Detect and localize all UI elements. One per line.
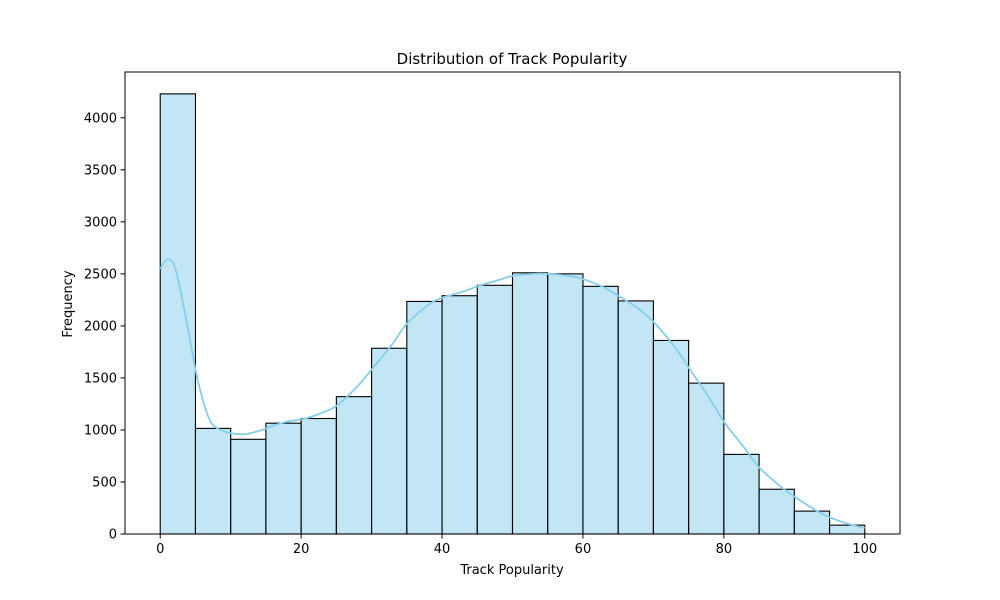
- y-tick-label: 1000: [84, 423, 117, 438]
- histogram-bar: [194, 427, 232, 535]
- x-tick-label: 80: [716, 542, 733, 557]
- chart-title: Distribution of Track Popularity: [397, 50, 628, 68]
- x-axis-title: Track Popularity: [459, 563, 564, 578]
- histogram-bar: [723, 453, 760, 535]
- plot-area: 0 20 40 60 80 100 0 500 1000 1500 2000 2500 3000 350…: [84, 71, 901, 557]
- x-tick-label: 100: [852, 542, 877, 557]
- y-tick-label: 3500: [84, 163, 117, 178]
- histogram-bar: [335, 396, 373, 535]
- y-tick-label: 3000: [84, 215, 117, 230]
- y-tick-label: 2500: [84, 267, 117, 282]
- x-tick-label: 20: [293, 542, 310, 557]
- histogram-bar: [265, 422, 302, 535]
- y-tick-label: 500: [92, 475, 117, 490]
- histogram-bar: [230, 438, 267, 535]
- histogram-bar: [688, 382, 725, 535]
- y-axis-title: Frequency: [61, 270, 76, 337]
- axes-frame: [124, 71, 901, 535]
- y-axis-ticks: 0 500 1000 1500 2000 2500 3000 3500 4000: [84, 111, 125, 543]
- histogram-bar: [582, 285, 619, 535]
- bars-group: [159, 93, 866, 535]
- histogram-bar: [652, 339, 690, 535]
- histogram-bar: [511, 272, 549, 535]
- x-tick-label: 0: [156, 542, 164, 557]
- y-tick-label: 0: [109, 528, 117, 543]
- histogram-bar: [300, 417, 337, 535]
- y-tick-label: 4000: [84, 111, 117, 126]
- histogram-bar: [617, 300, 654, 535]
- x-tick-label: 40: [434, 542, 451, 557]
- histogram-bar: [547, 273, 584, 535]
- histogram-bar: [758, 488, 795, 535]
- histogram-bar: [371, 347, 408, 535]
- y-tick-label: 1500: [84, 371, 117, 386]
- histogram-bar: [159, 93, 197, 535]
- histogram-bar: [441, 295, 478, 535]
- x-tick-label: 60: [575, 542, 592, 557]
- y-tick-label: 2000: [84, 319, 117, 334]
- histogram-bar: [476, 284, 514, 535]
- histogram-bar: [406, 300, 443, 535]
- x-axis-ticks: 0 20 40 60 80 100: [156, 534, 877, 557]
- kde-curve: [159, 258, 865, 529]
